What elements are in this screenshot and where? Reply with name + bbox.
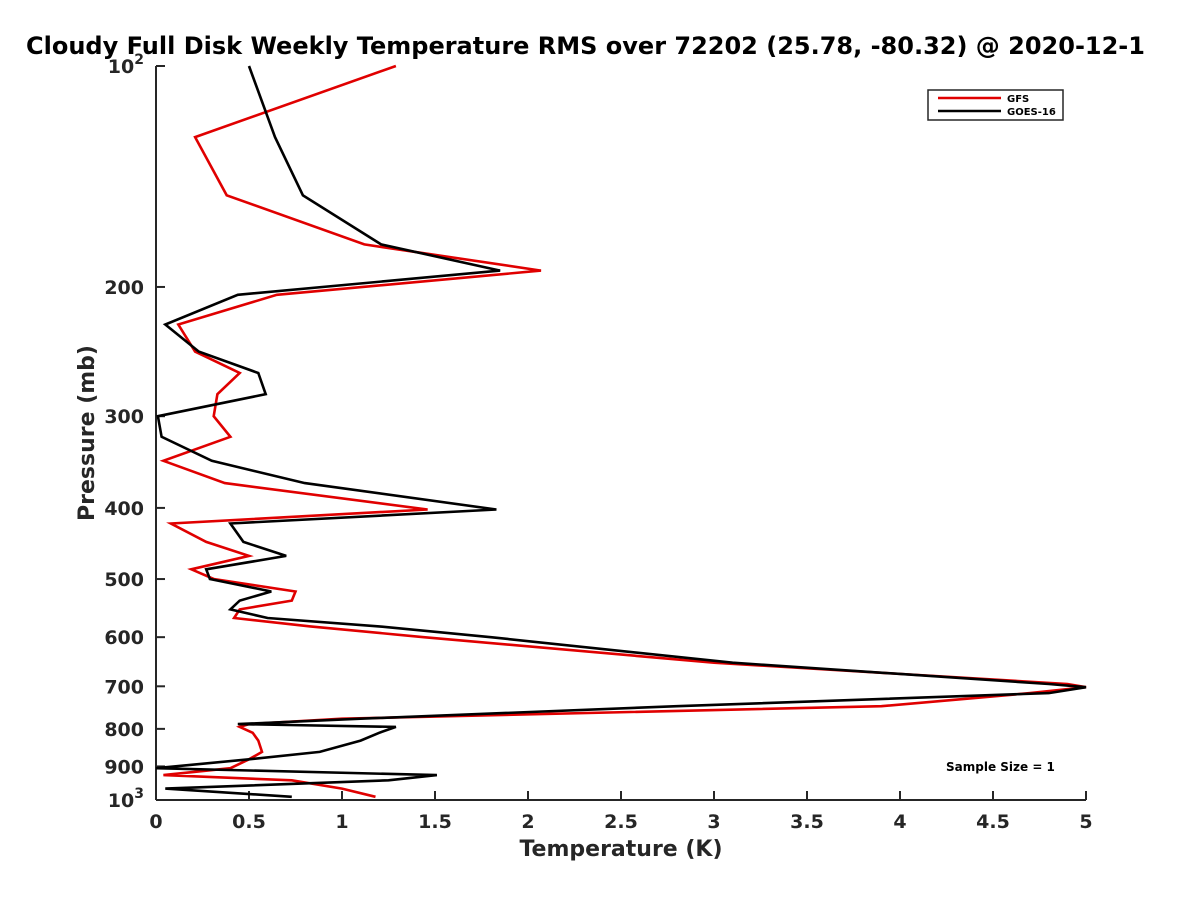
legend: GFS GOES-16 [927, 89, 1064, 121]
x-tick-label: 0 [149, 811, 162, 833]
x-tick-label: 2.5 [604, 811, 638, 833]
y-tick-label: 800 [104, 719, 144, 741]
y-tick-label: 200 [104, 277, 144, 299]
y-tick-label: 300 [104, 406, 144, 428]
x-tick-label: 5 [1079, 811, 1092, 833]
x-tick-label: 2 [521, 811, 534, 833]
legend-label-gfs: GFS [1007, 94, 1029, 105]
chart-title: Cloudy Full Disk Weekly Temperature RMS … [26, 32, 1145, 60]
sample-size-annotation: Sample Size = 1 [946, 760, 1055, 774]
x-tick-label: 0.5 [232, 811, 266, 833]
x-tick-label: 4 [893, 811, 906, 833]
legend-entries: GFS GOES-16 [938, 94, 1056, 118]
y-axis-label: Pressure (mb) [75, 345, 100, 521]
x-tick-label: 3.5 [790, 811, 824, 833]
y-tick-label: 500 [104, 569, 144, 591]
series-line-gfs [159, 64, 1087, 799]
series-layer [155, 64, 1087, 799]
y-tick-label: 600 [104, 627, 144, 649]
y-tick-label: 102 [108, 52, 144, 78]
x-ticks: 0 0.5 1 1.5 2 2.5 3 3.5 4 4.5 5 [149, 791, 1093, 833]
x-tick-label: 1.5 [418, 811, 452, 833]
y-tick-label: 900 [104, 756, 144, 778]
x-axis-label: Temperature (K) [519, 837, 722, 862]
y-tick-label-exponent: 2 [134, 52, 144, 68]
series-line-goes-16 [155, 65, 1087, 799]
y-tick-label-exponent: 3 [134, 786, 144, 802]
x-tick-label: 1 [335, 811, 348, 833]
y-tick-label: 103 [108, 786, 144, 812]
y-tick-label: 700 [104, 676, 144, 698]
y-tick-label-base: 10 [108, 790, 134, 812]
legend-label-goes-16: GOES-16 [1007, 107, 1056, 118]
x-tick-label: 4.5 [976, 811, 1010, 833]
y-tick-label-base: 10 [108, 56, 134, 78]
x-tick-label: 3 [707, 811, 720, 833]
legend-box [927, 89, 1064, 121]
y-tick-label: 400 [104, 498, 144, 520]
